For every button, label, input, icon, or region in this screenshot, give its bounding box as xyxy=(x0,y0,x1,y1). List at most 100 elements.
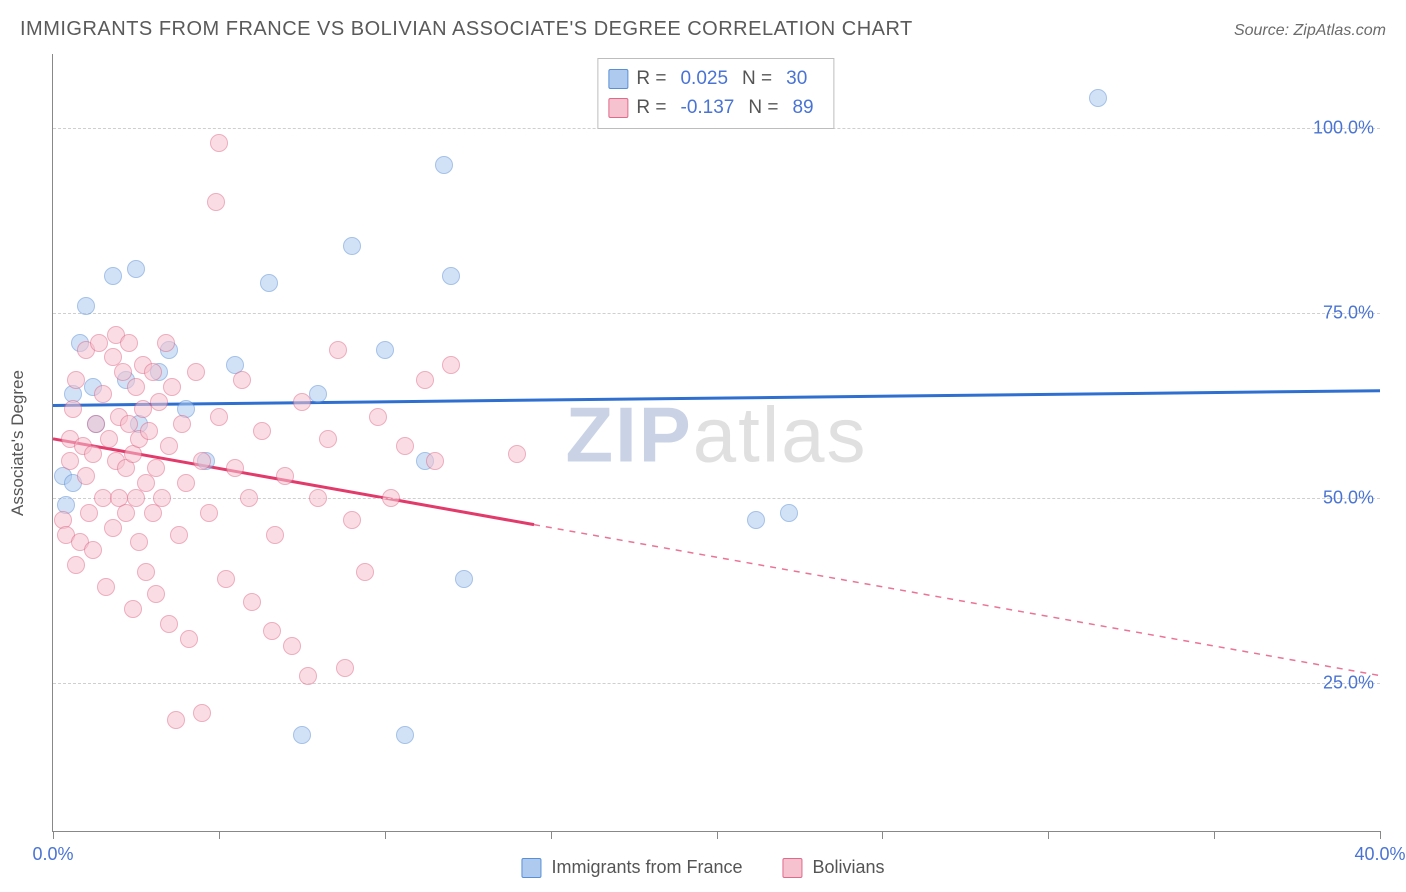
scatter-point-bolivians xyxy=(67,371,85,389)
scatter-point-bolivians xyxy=(442,356,460,374)
scatter-point-bolivians xyxy=(193,452,211,470)
legend-item-bolivians: Bolivians xyxy=(783,857,885,878)
scatter-point-bolivians xyxy=(84,541,102,559)
scatter-point-france xyxy=(104,267,122,285)
scatter-point-bolivians xyxy=(369,408,387,426)
legend-swatch-france xyxy=(521,858,541,878)
scatter-point-bolivians xyxy=(293,393,311,411)
scatter-point-bolivians xyxy=(416,371,434,389)
scatter-point-france xyxy=(309,385,327,403)
scatter-point-france xyxy=(343,237,361,255)
xtick xyxy=(219,831,220,839)
stats-N-label: N = xyxy=(742,65,772,94)
scatter-point-bolivians xyxy=(309,489,327,507)
scatter-point-bolivians xyxy=(426,452,444,470)
scatter-point-france xyxy=(127,260,145,278)
regression-line-dashed-bolivians xyxy=(534,525,1380,676)
scatter-point-bolivians xyxy=(253,422,271,440)
xtick xyxy=(1214,831,1215,839)
scatter-point-france xyxy=(747,511,765,529)
scatter-point-bolivians xyxy=(210,134,228,152)
scatter-point-bolivians xyxy=(343,511,361,529)
xtick xyxy=(1048,831,1049,839)
stats-R-value-france: 0.025 xyxy=(674,65,734,94)
plot-area: Associate's Degree ZIPatlas 25.0%50.0%75… xyxy=(52,54,1380,832)
scatter-point-bolivians xyxy=(243,593,261,611)
scatter-point-france xyxy=(77,297,95,315)
scatter-point-france xyxy=(260,274,278,292)
scatter-point-france xyxy=(442,267,460,285)
scatter-point-bolivians xyxy=(100,430,118,448)
regression-lines-svg xyxy=(53,54,1380,831)
scatter-point-bolivians xyxy=(207,193,225,211)
stats-N-label: N = xyxy=(748,94,778,123)
chart-title: IMMIGRANTS FROM FRANCE VS BOLIVIAN ASSOC… xyxy=(20,18,913,41)
footer-legend: Immigrants from France Bolivians xyxy=(521,857,884,878)
scatter-point-bolivians xyxy=(233,371,251,389)
scatter-point-bolivians xyxy=(167,711,185,729)
chart-root: IMMIGRANTS FROM FRANCE VS BOLIVIAN ASSOC… xyxy=(0,0,1406,892)
xtick-label: 40.0% xyxy=(1354,844,1405,865)
scatter-point-bolivians xyxy=(153,489,171,507)
title-bar: IMMIGRANTS FROM FRANCE VS BOLIVIAN ASSOC… xyxy=(20,18,1386,41)
scatter-point-bolivians xyxy=(157,334,175,352)
scatter-point-bolivians xyxy=(127,378,145,396)
scatter-point-france xyxy=(780,504,798,522)
scatter-point-bolivians xyxy=(61,452,79,470)
scatter-point-bolivians xyxy=(67,556,85,574)
scatter-point-bolivians xyxy=(90,334,108,352)
scatter-point-france xyxy=(1089,89,1107,107)
scatter-point-bolivians xyxy=(263,622,281,640)
stats-row-bolivians: R =-0.137N =89 xyxy=(608,94,819,123)
scatter-point-bolivians xyxy=(299,667,317,685)
ytick-label: 75.0% xyxy=(1323,302,1374,323)
swatch-bolivians xyxy=(608,98,628,118)
scatter-point-bolivians xyxy=(77,467,95,485)
gridline-h xyxy=(53,313,1380,314)
scatter-point-bolivians xyxy=(187,363,205,381)
scatter-point-bolivians xyxy=(177,474,195,492)
xtick xyxy=(717,831,718,839)
scatter-point-bolivians xyxy=(217,570,235,588)
stats-R-label: R = xyxy=(636,94,666,123)
scatter-point-bolivians xyxy=(80,504,98,522)
scatter-point-bolivians xyxy=(114,363,132,381)
xtick xyxy=(882,831,883,839)
scatter-point-bolivians xyxy=(134,400,152,418)
scatter-point-bolivians xyxy=(240,489,258,507)
scatter-point-bolivians xyxy=(180,630,198,648)
scatter-point-bolivians xyxy=(147,585,165,603)
scatter-point-bolivians xyxy=(87,415,105,433)
source-text: Source: ZipAtlas.com xyxy=(1234,22,1386,40)
legend-label-france: Immigrants from France xyxy=(551,857,742,878)
scatter-point-france xyxy=(435,156,453,174)
scatter-point-bolivians xyxy=(170,526,188,544)
scatter-point-bolivians xyxy=(160,615,178,633)
scatter-point-bolivians xyxy=(124,600,142,618)
scatter-point-bolivians xyxy=(120,334,138,352)
scatter-point-bolivians xyxy=(140,422,158,440)
scatter-point-bolivians xyxy=(226,459,244,477)
scatter-point-bolivians xyxy=(94,489,112,507)
legend-label-bolivians: Bolivians xyxy=(813,857,885,878)
scatter-point-bolivians xyxy=(193,704,211,722)
legend-swatch-bolivians xyxy=(783,858,803,878)
scatter-point-france xyxy=(293,726,311,744)
y-axis-title: Associate's Degree xyxy=(8,370,28,516)
scatter-point-bolivians xyxy=(64,400,82,418)
plot-surface: ZIPatlas 25.0%50.0%75.0%100.0%0.0%40.0% xyxy=(52,54,1380,832)
ytick-label: 50.0% xyxy=(1323,488,1374,509)
scatter-point-bolivians xyxy=(130,533,148,551)
scatter-point-bolivians xyxy=(163,378,181,396)
xtick-label: 0.0% xyxy=(32,844,73,865)
scatter-point-bolivians xyxy=(104,519,122,537)
scatter-point-bolivians xyxy=(283,637,301,655)
swatch-france xyxy=(608,69,628,89)
ytick-label: 100.0% xyxy=(1313,118,1374,139)
ytick-label: 25.0% xyxy=(1323,672,1374,693)
scatter-point-bolivians xyxy=(276,467,294,485)
scatter-point-france xyxy=(376,341,394,359)
scatter-point-bolivians xyxy=(382,489,400,507)
xtick xyxy=(1380,831,1381,839)
stats-N-value-france: 30 xyxy=(780,65,813,94)
